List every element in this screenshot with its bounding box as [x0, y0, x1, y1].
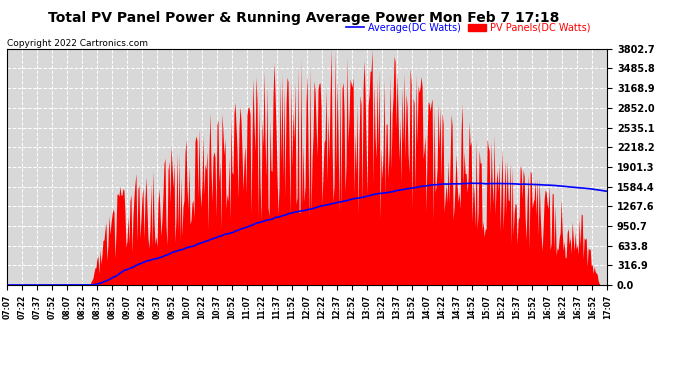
Legend: Average(DC Watts), PV Panels(DC Watts): Average(DC Watts), PV Panels(DC Watts) — [346, 23, 591, 33]
Text: Copyright 2022 Cartronics.com: Copyright 2022 Cartronics.com — [7, 39, 148, 48]
Text: Total PV Panel Power & Running Average Power Mon Feb 7 17:18: Total PV Panel Power & Running Average P… — [48, 11, 560, 25]
